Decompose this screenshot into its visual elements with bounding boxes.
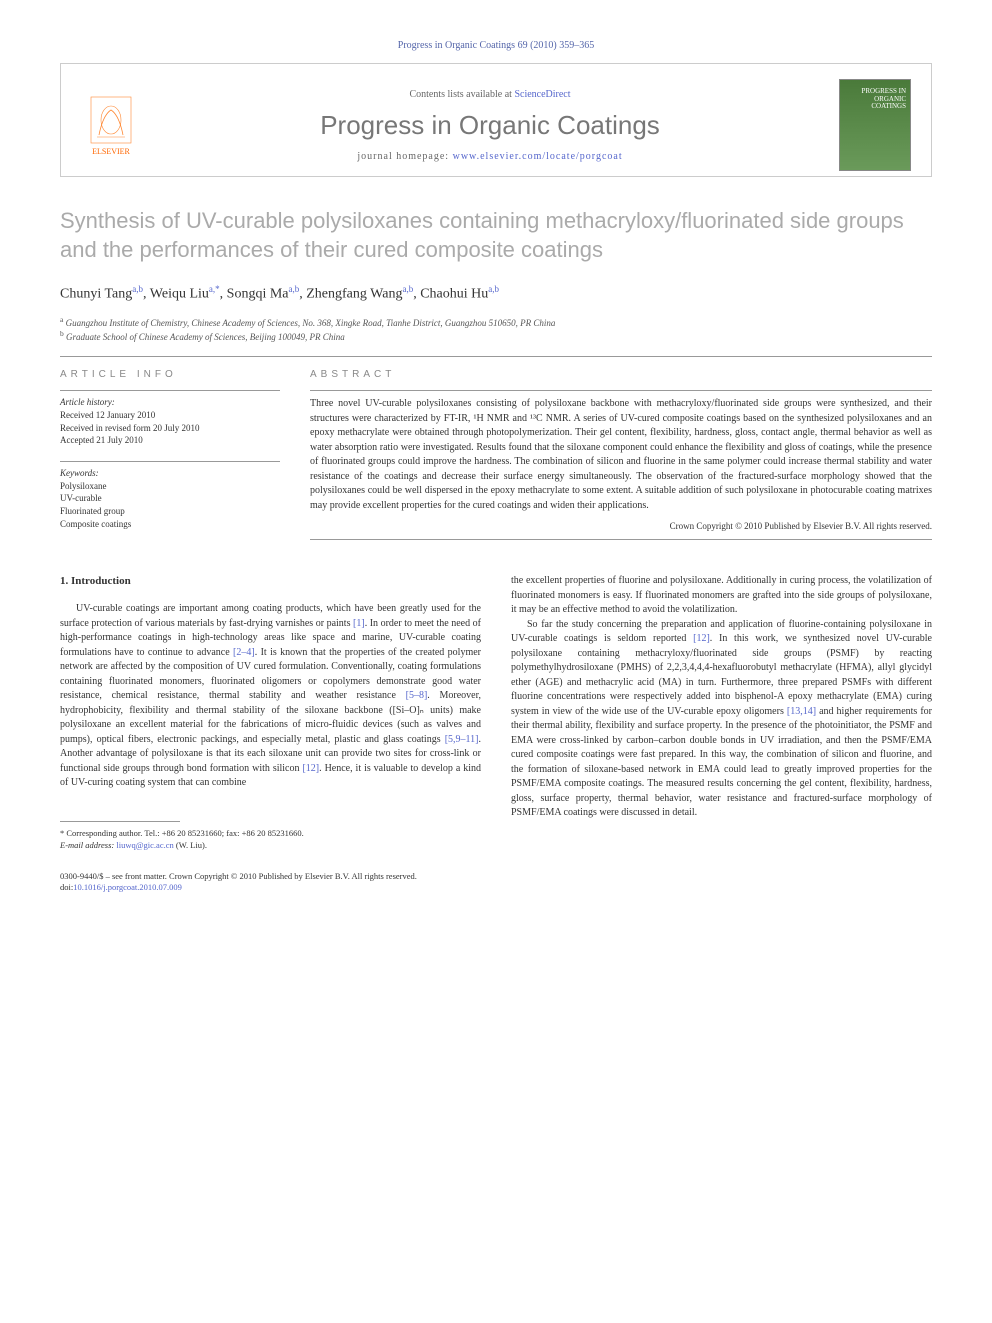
abstract-heading: ABSTRACT — [310, 369, 932, 380]
citation-ref[interactable]: [5,9–11] — [445, 734, 479, 745]
abstract-copyright: Crown Copyright © 2010 Published by Else… — [310, 521, 932, 531]
history-label: Article history: — [60, 397, 280, 407]
footnote-rule — [60, 821, 180, 822]
footnotes: * Corresponding author. Tel.: +86 20 852… — [60, 828, 481, 852]
contents-available: Contents lists available at ScienceDirec… — [141, 89, 839, 100]
cover-line-3: COATINGS — [861, 103, 906, 111]
keywords-label: Keywords: — [60, 468, 280, 478]
keyword: Composite coatings — [60, 518, 280, 531]
citation-line: Progress in Organic Coatings 69 (2010) 3… — [60, 40, 932, 51]
keyword: Fluorinated group — [60, 505, 280, 518]
homepage-link[interactable]: www.elsevier.com/locate/porgcoat — [453, 151, 623, 162]
article-title: Synthesis of UV-curable polysiloxanes co… — [60, 207, 932, 264]
email-attribution: (W. Liu). — [174, 840, 207, 850]
author-name: Weiqu Liu — [150, 287, 209, 302]
body-text: 1. Introduction UV-curable coatings are … — [60, 574, 932, 851]
sciencedirect-link[interactable]: ScienceDirect — [514, 89, 570, 100]
keyword: UV-curable — [60, 492, 280, 505]
citation-ref[interactable]: [12] — [693, 633, 710, 644]
publisher-name: ELSEVIER — [92, 147, 130, 156]
doi-link[interactable]: 10.1016/j.porgcoat.2010.07.009 — [73, 882, 182, 892]
citation-ref[interactable]: [1] — [353, 618, 365, 629]
author-name: Zhengfang Wang — [306, 287, 402, 302]
journal-cover-thumbnail: PROGRESS IN ORGANIC COATINGS — [839, 79, 911, 171]
citation-ref[interactable]: [2–4] — [233, 647, 255, 658]
affiliation-b: Graduate School of Chinese Academy of Sc… — [66, 332, 345, 342]
section-heading: 1. Introduction — [60, 574, 481, 590]
keyword: Polysiloxane — [60, 480, 280, 493]
rule — [60, 356, 932, 357]
citation-ref[interactable]: [13,14] — [787, 706, 816, 717]
body-text-span: the excellent properties of fluorine and… — [511, 575, 932, 615]
journal-title: Progress in Organic Coatings — [141, 110, 839, 141]
article-info-heading: ARTICLE INFO — [60, 369, 280, 380]
paper-page: Progress in Organic Coatings 69 (2010) 3… — [0, 0, 992, 934]
right-column: the excellent properties of fluorine and… — [511, 574, 932, 851]
article-info-block: ARTICLE INFO Article history: Received 1… — [60, 369, 280, 544]
body-text-span: . In this work, we synthesized novel UV-… — [511, 633, 932, 717]
received-date: Received 12 January 2010 — [60, 409, 280, 422]
accepted-date: Accepted 21 July 2010 — [60, 434, 280, 447]
abstract-text: Three novel UV-curable polysiloxanes con… — [310, 397, 932, 513]
citation-ref[interactable]: [5–8] — [406, 690, 428, 701]
citation-ref[interactable]: [12] — [302, 763, 319, 774]
journal-homepage: journal homepage: www.elsevier.com/locat… — [141, 151, 839, 162]
affiliations: a Guangzhou Institute of Chemistry, Chin… — [60, 315, 932, 344]
abstract-block: ABSTRACT Three novel UV-curable polysilo… — [310, 369, 932, 544]
email-link[interactable]: liuwq@gic.ac.cn — [116, 840, 173, 850]
author-list: Chunyi Tanga,b, Weiqu Liua,*, Songqi Maa… — [60, 284, 932, 303]
journal-header: ELSEVIER Contents lists available at Sci… — [60, 63, 932, 177]
body-text-span: and higher requirements for their therma… — [511, 706, 932, 819]
contents-prefix: Contents lists available at — [409, 89, 514, 100]
affiliation-a: Guangzhou Institute of Chemistry, Chines… — [66, 318, 556, 328]
revised-date: Received in revised form 20 July 2010 — [60, 422, 280, 435]
email-label: E-mail address: — [60, 840, 116, 850]
corresponding-author: * Corresponding author. Tel.: +86 20 852… — [60, 828, 481, 840]
left-column: 1. Introduction UV-curable coatings are … — [60, 574, 481, 851]
elsevier-logo: ELSEVIER — [81, 90, 141, 160]
page-footer: 0300-9440/$ – see front matter. Crown Co… — [60, 871, 932, 893]
footer-copyright: 0300-9440/$ – see front matter. Crown Co… — [60, 871, 932, 882]
author-name: Songqi Ma — [227, 287, 289, 302]
doi-label: doi: — [60, 882, 73, 892]
homepage-prefix: journal homepage: — [357, 151, 452, 162]
author-name: Chunyi Tang — [60, 287, 132, 302]
author-name: Chaohui Hu — [420, 287, 488, 302]
